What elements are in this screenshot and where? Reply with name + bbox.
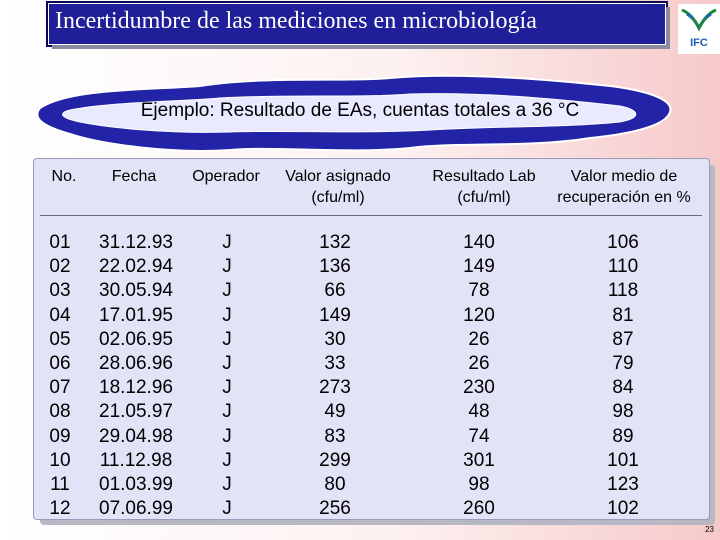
table-cell-fecha: 11.12.98 [99,449,173,471]
table-cell-resultado: 140 [463,232,495,253]
table-cell-no: 06 [49,352,71,374]
table-cell-valor: 33 [324,352,346,374]
table-cell-medio: 79 [612,352,634,374]
header-divider [40,215,702,216]
table-cell-fecha: 21.05.97 [99,401,173,423]
table-cell-medio: 123 [607,473,639,495]
column-fecha: 31.12.93 22.02.94 30.05.94 17.01.95 02.06.95… [94,231,178,521]
logo-text: IFC [690,37,708,49]
table-cell-no: 09 [49,425,71,447]
column-resultado-lab: 140 149 78 120 26 26 230 48 74 301 98 260 [444,231,514,521]
table-cell-medio: 89 [612,425,634,447]
table-cell-no: 01 [49,232,71,253]
table-cell-no: 10 [49,449,71,471]
table-cell-medio: 102 [607,498,639,520]
table-cell-fecha: 22.02.94 [99,256,173,278]
table-cell-fecha: 29.04.98 [99,425,173,447]
table-cell-operador: J [222,449,232,471]
table-cell-valor: 149 [319,304,351,326]
table-cell-fecha: 07.06.99 [99,498,173,520]
table-cell-resultado: 26 [468,328,490,350]
table-cell-fecha: 17.01.95 [99,304,173,326]
table-cell-medio: 101 [607,449,639,471]
table-cell-no: 11 [50,473,70,495]
table-cell-operador: J [222,377,232,399]
table-cell-valor: 80 [324,473,346,495]
slide-title-box: Incertidumbre de las mediciones en micro… [48,3,666,45]
header-valor-medio: Valor medio de recuperación en % [557,168,691,206]
table-cell-operador: J [222,352,232,374]
header-resultado-lab: Resultado Lab (cfu/ml) [432,168,536,206]
table-cell-operador: J [222,473,232,495]
table-cell-resultado: 74 [468,425,490,447]
table-cell-resultado: 78 [468,280,490,302]
table-cell-resultado: 98 [468,473,490,495]
table-cell-valor: 66 [324,280,346,302]
table-cell-resultado: 260 [463,498,495,520]
column-no: 01 02 03 04 05 06 07 08 09 10 11 12 [44,231,76,521]
header-valor-asignado: Valor asignado (cfu/ml) [285,168,391,206]
table-cell-no: 05 [49,328,71,350]
page-number: 23 [705,525,714,534]
table-cell-no: 03 [49,280,71,302]
table-cell-fecha: 28.06.96 [99,352,173,374]
table-cell-resultado: 301 [463,449,495,471]
table-cell-operador: J [222,304,232,326]
table-cell-medio: 87 [612,328,634,350]
table-cell-valor: 30 [324,328,346,350]
table-cell-operador: J [222,328,232,350]
table-cell-resultado: 149 [463,256,495,278]
table-cell-valor: 299 [319,449,351,471]
header-operador: Operador [192,168,260,185]
table-cell-no: 12 [49,498,71,520]
table-cell-valor: 256 [319,498,351,520]
subtitle: Ejemplo: Resultado de EAs, cuentas total… [140,100,580,121]
header-no: No. [51,168,77,185]
table-cell-valor: 273 [319,377,351,399]
subtitle-cloud-shape [36,74,672,152]
table-cell-resultado: 120 [463,304,495,326]
table-cell-no: 02 [49,256,71,278]
table-cell-fecha: 30.05.94 [99,280,173,302]
table-cell-valor: 49 [324,401,346,423]
ifc-logo: IFC [678,4,720,54]
table-cell-valor: 83 [324,425,346,447]
logo-arc-center [691,17,707,32]
table-panel [33,158,710,520]
table-cell-no: 08 [49,401,71,423]
table-cell-medio: 98 [612,401,634,423]
slide-title: Incertidumbre de las mediciones en micro… [55,8,537,34]
table-cell-operador: J [222,280,232,302]
table-cell-valor: 132 [319,232,351,253]
table-cell-operador: J [222,401,232,423]
table-cell-medio: 110 [607,256,639,278]
table-cell-fecha: 02.06.95 [99,328,173,350]
table-cell-fecha: 01.03.99 [99,473,173,495]
table-cell-resultado: 26 [468,352,490,374]
table-cell-fecha: 31.12.93 [99,232,173,253]
table-cell-medio: 81 [612,304,634,326]
table-cell-operador: J [222,425,232,447]
table-cell-operador: J [222,498,232,520]
table-cell-operador: J [222,232,232,253]
table-cell-valor: 136 [319,256,351,278]
column-valor-medio: 106 110 118 81 87 79 84 98 89 101 123 102 [588,231,658,521]
table-cell-resultado: 48 [468,401,490,423]
column-valor-asignado: 132 136 66 149 30 33 273 49 83 299 80 256 [300,231,370,521]
table-cell-no: 07 [49,377,71,399]
header-fecha: Fecha [111,168,157,185]
table-cell-no: 04 [49,304,71,326]
table-cell-medio: 84 [612,377,634,399]
table-cell-operador: J [222,256,232,278]
table-cell-medio: 118 [607,280,639,302]
cloud-inner [62,93,637,133]
table-cell-medio: 106 [607,232,639,253]
table-cell-resultado: 230 [463,377,495,399]
table-cell-fecha: 18.12.96 [99,377,173,399]
